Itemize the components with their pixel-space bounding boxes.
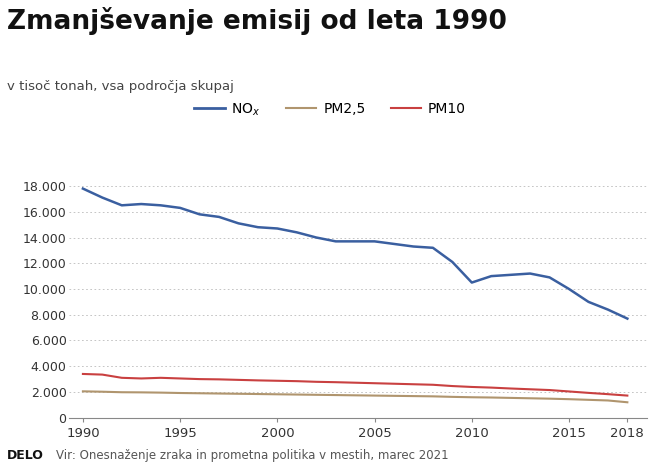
Text: v tisoč tonah, vsa področja skupaj: v tisoč tonah, vsa področja skupaj — [7, 80, 234, 93]
Text: Vir: Onesnaženje zraka in prometna politika v mestih, marec 2021: Vir: Onesnaženje zraka in prometna polit… — [56, 448, 449, 462]
Text: Zmanjševanje emisij od leta 1990: Zmanjševanje emisij od leta 1990 — [7, 7, 506, 35]
Legend: NO$_x$, PM2,5, PM10: NO$_x$, PM2,5, PM10 — [194, 101, 466, 118]
Text: DELO: DELO — [7, 448, 44, 462]
